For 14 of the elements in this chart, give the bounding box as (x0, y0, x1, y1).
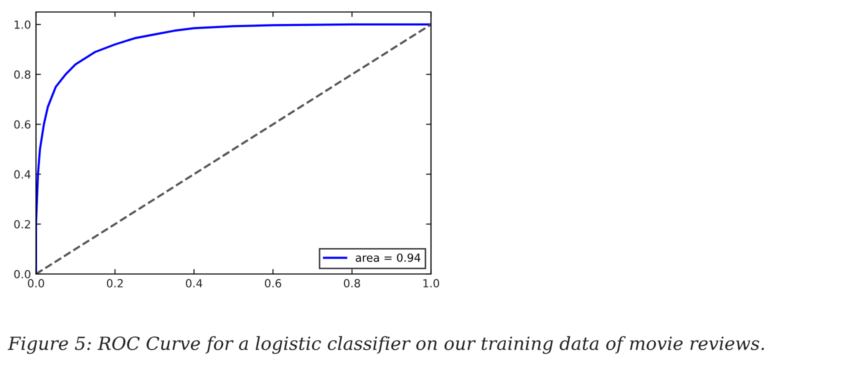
y-tick-label: 0.0 (14, 270, 30, 278)
x-tick-label: 0.8 (344, 279, 360, 288)
x-tick-label: 0.2 (106, 279, 123, 288)
caption: Figure 5: ROC Curve for a logistic classifier on our training data of movie reviews. (8, 336, 764, 354)
y-tick-label: 0.2 (14, 220, 30, 228)
y-tick-label: 0.6 (14, 120, 30, 129)
y-tick-label: 0.4 (14, 170, 31, 179)
x-tick-label: 0.4 (186, 279, 202, 288)
x-tick-label: 0.0 (28, 279, 44, 288)
legend-label: area = 0.94 (356, 253, 420, 262)
y-tick-label: 1.0 (14, 20, 30, 29)
x-tick-label: 0.6 (264, 279, 282, 288)
x-tick-label: 1.0 (423, 279, 440, 288)
y-tick-label: 0.8 (14, 70, 30, 79)
